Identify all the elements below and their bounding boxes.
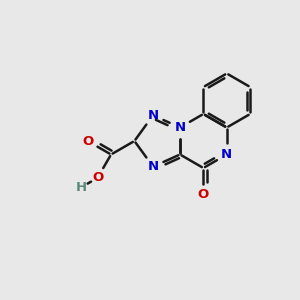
- Text: H: H: [76, 181, 87, 194]
- Text: O: O: [92, 171, 103, 184]
- Text: O: O: [198, 188, 209, 202]
- Text: O: O: [82, 134, 93, 148]
- Text: N: N: [221, 148, 232, 161]
- Text: N: N: [174, 121, 186, 134]
- Text: N: N: [148, 109, 159, 122]
- Text: N: N: [148, 160, 159, 173]
